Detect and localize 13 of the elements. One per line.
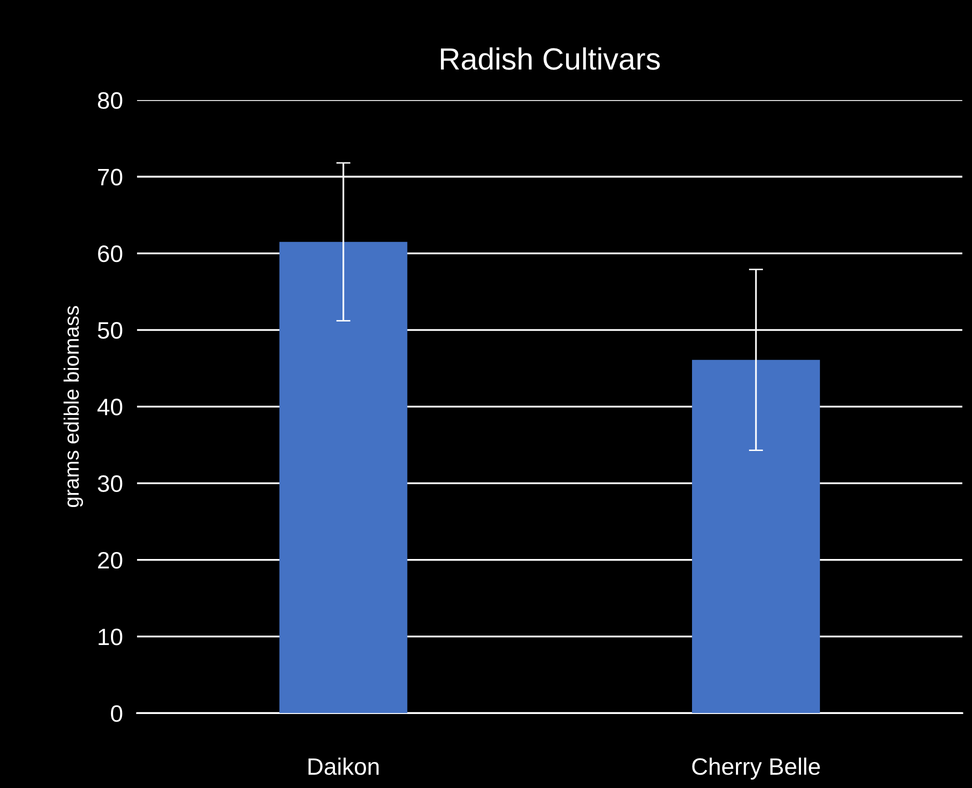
y-axis-title: grams edible biomass — [64, 306, 84, 508]
y-tick-label: 40 — [97, 398, 122, 416]
y-tick-label: 50 — [98, 322, 122, 339]
y-tick-label: 20 — [98, 552, 122, 569]
chart-title: Radish Cultivars — [440, 47, 660, 70]
y-tick-label: 70 — [98, 168, 122, 186]
y-tick-label: 30 — [98, 475, 122, 492]
y-tick-label: 0 — [110, 705, 122, 722]
y-tick-label: 80 — [98, 92, 122, 109]
y-tick-label: 60 — [98, 245, 122, 262]
y-tick-label: 10 — [98, 628, 122, 646]
x-tick-label: Daikon — [308, 758, 379, 775]
x-tick-label: Cherry Belle — [692, 758, 820, 780]
